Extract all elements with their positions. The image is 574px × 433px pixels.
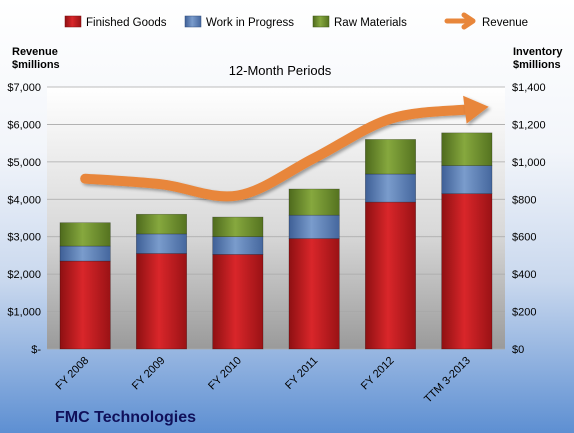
bar-raw-materials-fy-2011 [288, 188, 340, 216]
bar-raw-materials-fy-2009 [136, 213, 187, 235]
left-tick-label: $6,000 [7, 119, 41, 131]
bar-work-in-progress-fy-2010 [212, 236, 264, 255]
gridlines [47, 86, 505, 350]
legend-label-raw-materials: Raw Materials [334, 17, 407, 29]
legend-swatch-revenue [444, 12, 476, 30]
bar-raw-materials-fy-2010 [212, 216, 264, 238]
right-tick-label: $600 [512, 232, 536, 244]
bar-finished-goods-fy-2011 [288, 238, 340, 350]
left-tick-label: $4,000 [7, 194, 41, 206]
revenue-line [80, 95, 489, 202]
bar-raw-materials-fy-2008 [59, 222, 111, 247]
left-tick-label: $2,000 [7, 269, 41, 281]
right-tick-label: $800 [512, 194, 536, 206]
left-tick-label: $1,000 [7, 307, 41, 319]
legend: Finished Goods Work in Progress Raw Mate… [64, 12, 528, 30]
bar-finished-goods-ttm-3-2013 [441, 193, 493, 350]
chart-subtitle: 12-Month Periods [229, 63, 332, 78]
bar-finished-goods-fy-2009 [136, 253, 187, 350]
right-axis-ticks: $0 $200 $400 $600 $800 $1,000 $1,200 $1,400 [512, 82, 546, 356]
bar-work-in-progress-fy-2012 [365, 173, 416, 203]
plot-area [47, 87, 505, 349]
legend-label-work-in-progress: Work in Progress [206, 17, 294, 29]
right-tick-label: $400 [512, 269, 536, 281]
right-tick-label: $1,200 [512, 119, 546, 131]
bar-raw-materials-fy-2012 [365, 139, 416, 175]
revenue-arrowhead [463, 95, 489, 124]
bar-work-in-progress-fy-2011 [288, 214, 340, 239]
bar-raw-materials-ttm-3-2013 [441, 132, 493, 166]
left-tick-label: $7,000 [7, 82, 41, 94]
right-tick-label: $1,000 [512, 157, 546, 169]
bar-finished-goods-fy-2008 [59, 260, 111, 350]
left-tick-label: $3,000 [7, 232, 41, 244]
bar-work-in-progress-ttm-3-2013 [441, 165, 493, 194]
left-tick-label: $5,000 [7, 157, 41, 169]
right-tick-label: $0 [512, 344, 524, 356]
legend-label-revenue: Revenue [482, 17, 528, 29]
bar-finished-goods-fy-2012 [365, 201, 416, 350]
right-tick-label: $1,400 [512, 82, 546, 94]
bar-work-in-progress-fy-2008 [59, 245, 111, 262]
right-axis-title-line2: $millions [513, 59, 561, 71]
legend-swatch-work-in-progress [184, 15, 202, 28]
legend-swatch-raw-materials [312, 15, 330, 28]
bars [59, 132, 493, 350]
legend-swatch-finished-goods [64, 15, 82, 28]
left-tick-label: $- [31, 344, 41, 356]
left-axis-title-line1: Revenue [12, 46, 58, 58]
bar-finished-goods-fy-2010 [212, 254, 264, 350]
bar-work-in-progress-fy-2009 [136, 233, 187, 254]
left-axis-title-line2: $millions [12, 59, 60, 71]
chart-title: FMC Technologies [55, 409, 196, 426]
right-tick-label: $200 [512, 307, 536, 319]
left-axis-ticks: $- $1,000 $2,000 $3,000 $4,000 $5,000 $6,000 $7… [7, 82, 41, 356]
right-axis-title-line1: Inventory [513, 46, 563, 58]
legend-label-finished-goods: Finished Goods [86, 17, 167, 29]
revenue-line-path [80, 104, 472, 202]
